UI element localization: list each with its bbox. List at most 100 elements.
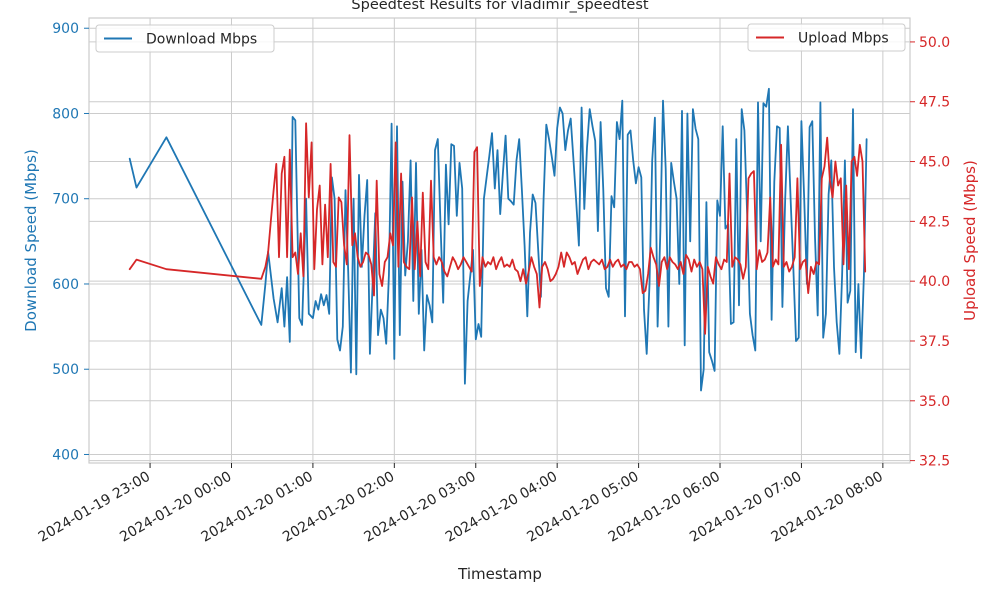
upload-data-point bbox=[609, 259, 611, 261]
download-data-point bbox=[782, 306, 784, 308]
download-data-point bbox=[385, 343, 387, 345]
download-data-point bbox=[273, 298, 275, 300]
download-data-point bbox=[399, 334, 401, 336]
upload-data-point bbox=[579, 266, 581, 268]
upload-data-point bbox=[636, 264, 638, 266]
upload-data-point bbox=[759, 249, 761, 251]
download-data-point bbox=[798, 337, 800, 339]
download-data-point bbox=[784, 198, 786, 200]
download-data-point bbox=[478, 323, 480, 325]
download-data-point bbox=[336, 339, 338, 341]
download-data-point bbox=[627, 134, 629, 136]
upload-data-point bbox=[422, 192, 424, 194]
download-data-point bbox=[323, 304, 325, 306]
upload-data-point bbox=[550, 280, 552, 282]
upload-data-point bbox=[577, 273, 579, 275]
upload-data-point bbox=[501, 256, 503, 258]
upload-data-point bbox=[558, 266, 560, 268]
download-data-point bbox=[749, 313, 751, 315]
left-y-tick-labels: 400 500 600 700 800 900 bbox=[52, 21, 89, 463]
download-data-point bbox=[404, 275, 406, 277]
download-data-point bbox=[581, 107, 583, 109]
upload-data-point bbox=[843, 264, 845, 266]
upload-data-point bbox=[368, 254, 370, 256]
upload-data-point bbox=[590, 261, 592, 263]
upload-data-point bbox=[539, 307, 541, 309]
download-data-point bbox=[440, 223, 442, 225]
upload-data-point bbox=[702, 268, 704, 270]
upload-data-point bbox=[588, 268, 590, 270]
download-data-point bbox=[651, 160, 653, 162]
upload-data-point bbox=[343, 244, 345, 246]
download-data-point bbox=[326, 294, 328, 296]
upload-data-point bbox=[775, 259, 777, 261]
legend-download: Download Mbps bbox=[95, 24, 275, 53]
upload-data-point bbox=[373, 295, 375, 297]
download-data-point bbox=[308, 313, 310, 315]
upload-data-point bbox=[666, 268, 668, 270]
upload-data-point bbox=[311, 142, 313, 144]
upload-data-point bbox=[677, 268, 679, 270]
download-data-point bbox=[630, 130, 632, 132]
upload-data-point bbox=[585, 256, 587, 258]
download-data-point bbox=[760, 241, 762, 243]
download-data-point bbox=[855, 351, 857, 353]
download-data-point bbox=[464, 383, 466, 385]
download-data-point bbox=[803, 198, 805, 200]
download-data-point bbox=[654, 117, 656, 119]
right-y-tick-label: 47.5 bbox=[919, 95, 950, 111]
upload-data-point bbox=[260, 278, 262, 280]
upload-data-point bbox=[802, 261, 804, 263]
upload-data-point bbox=[601, 259, 603, 261]
download-data-point bbox=[714, 370, 716, 372]
upload-data-point bbox=[658, 285, 660, 287]
download-data-point bbox=[665, 168, 667, 170]
download-data-point bbox=[836, 321, 838, 323]
download-data-point bbox=[711, 360, 713, 362]
download-data-point bbox=[521, 189, 523, 191]
download-data-point bbox=[505, 135, 507, 137]
download-data-point bbox=[602, 189, 604, 191]
download-data-point bbox=[863, 275, 865, 277]
upload-data-point bbox=[761, 261, 763, 263]
download-data-point bbox=[407, 241, 409, 243]
upload-data-point bbox=[308, 197, 310, 199]
legend-upload-box bbox=[747, 23, 906, 52]
upload-data-point bbox=[430, 180, 432, 182]
download-data-point bbox=[260, 324, 262, 326]
upload-data-point bbox=[474, 151, 476, 153]
upload-data-point bbox=[506, 264, 508, 266]
upload-data-point bbox=[634, 266, 636, 268]
download-data-point bbox=[790, 198, 792, 200]
upload-data-point bbox=[297, 273, 299, 275]
upload-data-point bbox=[136, 259, 138, 261]
legend-upload-label: Upload Mbps bbox=[798, 31, 889, 47]
upload-data-point bbox=[541, 266, 543, 268]
download-data-point bbox=[364, 215, 366, 217]
upload-data-point bbox=[805, 259, 807, 261]
axes bbox=[88, 17, 911, 464]
download-data-point bbox=[518, 138, 520, 140]
download-data-point bbox=[567, 130, 569, 132]
upload-data-point bbox=[824, 165, 826, 167]
download-data-point bbox=[592, 125, 594, 127]
download-data-point bbox=[814, 236, 816, 238]
download-data-point bbox=[284, 326, 286, 328]
upload-data-point bbox=[490, 264, 492, 266]
download-data-point bbox=[289, 341, 291, 343]
download-data-point bbox=[298, 317, 300, 319]
right-y-tick-label: 45.0 bbox=[919, 155, 950, 171]
upload-data-point bbox=[788, 271, 790, 273]
download-data-point bbox=[469, 275, 471, 277]
upload-data-point bbox=[335, 266, 337, 268]
download-data-point bbox=[301, 324, 303, 326]
upload-data-point bbox=[810, 266, 812, 268]
download-data-point bbox=[649, 283, 651, 285]
upload-data-point bbox=[463, 256, 465, 258]
download-data-point bbox=[543, 198, 545, 200]
download-data-point bbox=[624, 316, 626, 318]
upload-data-point bbox=[645, 290, 647, 292]
upload-data-point bbox=[661, 261, 663, 263]
download-data-point bbox=[573, 160, 575, 162]
